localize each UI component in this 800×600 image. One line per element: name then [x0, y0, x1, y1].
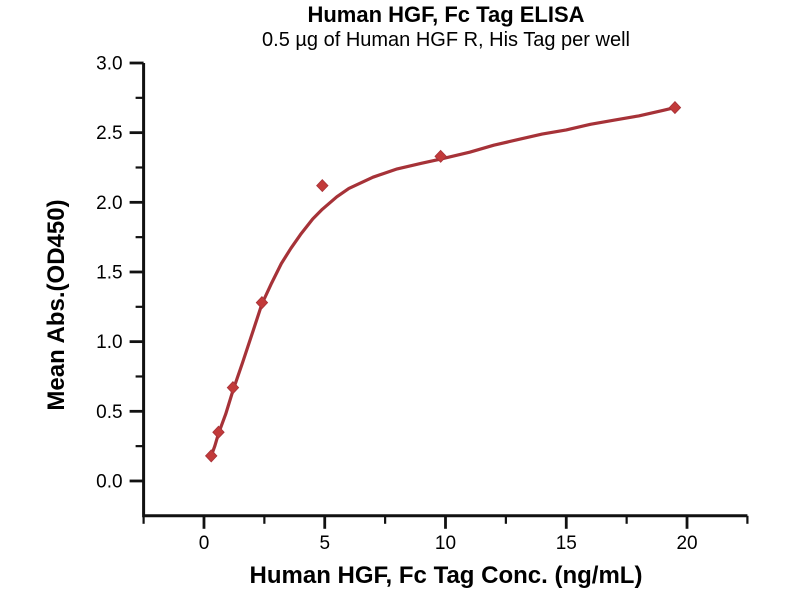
- y-tick-label: 0.5: [96, 402, 122, 423]
- data-point-marker: [255, 296, 269, 310]
- x-tick-label: 5: [319, 533, 330, 554]
- fit-curve: [209, 105, 677, 458]
- chart-title: Human HGF, Fc Tag ELISA: [307, 2, 585, 27]
- y-tick-label: 1.5: [96, 262, 122, 283]
- data-point-marker: [434, 149, 447, 163]
- x-tick-label: 0: [199, 533, 210, 554]
- chart-subtitle: 0.5 µg of Human HGF R, His Tag per well: [262, 29, 630, 51]
- data-point-marker: [226, 381, 240, 395]
- y-tick-label: 2.0: [96, 193, 122, 214]
- data-point-marker: [212, 425, 225, 439]
- x-tick-label: 20: [676, 533, 697, 554]
- axis-spines: [142, 63, 748, 518]
- x-tick-label: 15: [556, 533, 577, 554]
- x-axis-label: Human HGF, Fc Tag Conc. (ng/mL): [249, 562, 643, 589]
- y-tick-label: 3.0: [96, 54, 122, 75]
- data-point-marker: [204, 449, 218, 463]
- y-tick-label: 1.0: [96, 332, 122, 353]
- data-point-marker: [316, 179, 329, 193]
- y-tick-label: 2.5: [96, 123, 122, 144]
- x-tick-label: 10: [435, 533, 456, 554]
- data-point-marker: [668, 101, 682, 115]
- y-tick-label: 0.0: [96, 471, 122, 492]
